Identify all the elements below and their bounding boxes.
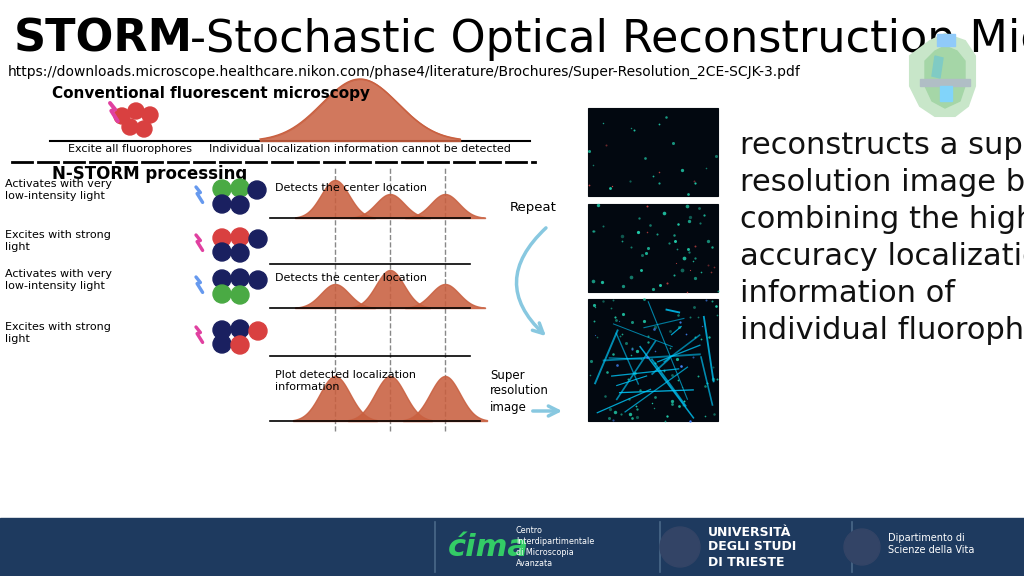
Circle shape <box>213 229 231 247</box>
Circle shape <box>128 103 144 119</box>
Bar <box>920 79 970 86</box>
Text: Centro
Interdipartimentale
di Microscopia
Avanzata: Centro Interdipartimentale di Microscopi… <box>516 526 594 568</box>
Circle shape <box>213 180 231 198</box>
Circle shape <box>231 336 249 354</box>
Circle shape <box>114 108 130 124</box>
Text: Activates with very
low-intensity light: Activates with very low-intensity light <box>5 179 112 201</box>
Text: Repeat: Repeat <box>510 202 557 214</box>
Circle shape <box>213 321 231 339</box>
Circle shape <box>231 179 249 197</box>
Text: Activates with very
low-intensity light: Activates with very low-intensity light <box>5 269 112 291</box>
Circle shape <box>231 320 249 338</box>
Text: N-STORM processing: N-STORM processing <box>52 165 247 183</box>
Polygon shape <box>925 46 965 108</box>
Circle shape <box>231 228 249 246</box>
Circle shape <box>136 121 152 137</box>
Circle shape <box>660 527 700 567</box>
Text: Excites with strong
light: Excites with strong light <box>5 230 111 252</box>
Text: STORM: STORM <box>14 18 193 61</box>
Bar <box>0 518 1024 576</box>
Bar <box>937 34 955 46</box>
Circle shape <box>249 271 267 289</box>
Text: ćima: ćima <box>449 532 529 562</box>
Bar <box>588 204 718 292</box>
Text: Excite all fluorophores: Excite all fluorophores <box>68 144 193 154</box>
Circle shape <box>844 529 880 565</box>
Circle shape <box>249 322 267 340</box>
Circle shape <box>231 244 249 262</box>
Circle shape <box>231 269 249 287</box>
Text: Detects the center location: Detects the center location <box>275 183 427 193</box>
Circle shape <box>142 107 158 123</box>
Circle shape <box>213 195 231 213</box>
Polygon shape <box>910 34 975 116</box>
Text: Plot detected localization
information: Plot detected localization information <box>275 370 416 392</box>
Polygon shape <box>932 56 943 78</box>
Circle shape <box>213 335 231 353</box>
Text: Super
resolution
image: Super resolution image <box>490 369 549 414</box>
Text: Individual localization information cannot be detected: Individual localization information cann… <box>209 144 511 154</box>
Circle shape <box>249 230 267 248</box>
Circle shape <box>231 286 249 304</box>
Text: UNIVERSITÀ
DEGLI STUDI
DI TRIESTE: UNIVERSITÀ DEGLI STUDI DI TRIESTE <box>708 525 797 569</box>
Bar <box>588 299 718 421</box>
Text: reconstructs a super-
resolution image by
combining the high-
accuracy localizat: reconstructs a super- resolution image b… <box>740 131 1024 345</box>
Circle shape <box>213 270 231 288</box>
FancyArrowPatch shape <box>516 228 546 334</box>
Circle shape <box>122 119 138 135</box>
Circle shape <box>231 196 249 214</box>
Text: https://downloads.microscope.healthcare.nikon.com/phase4/literature/Brochures/Su: https://downloads.microscope.healthcare.… <box>8 65 801 79</box>
Bar <box>940 86 952 101</box>
Circle shape <box>213 285 231 303</box>
Bar <box>588 108 718 196</box>
Circle shape <box>248 181 266 199</box>
Text: Detects the center location: Detects the center location <box>275 273 427 283</box>
Text: Conventional fluorescent microscopy: Conventional fluorescent microscopy <box>52 86 370 101</box>
Text: -Stochastic Optical Reconstruction Microscopy: -Stochastic Optical Reconstruction Micro… <box>190 18 1024 61</box>
Text: Dipartimento di
Scienze della Vita: Dipartimento di Scienze della Vita <box>888 533 975 555</box>
Text: Excites with strong
light: Excites with strong light <box>5 322 111 344</box>
Circle shape <box>213 243 231 261</box>
